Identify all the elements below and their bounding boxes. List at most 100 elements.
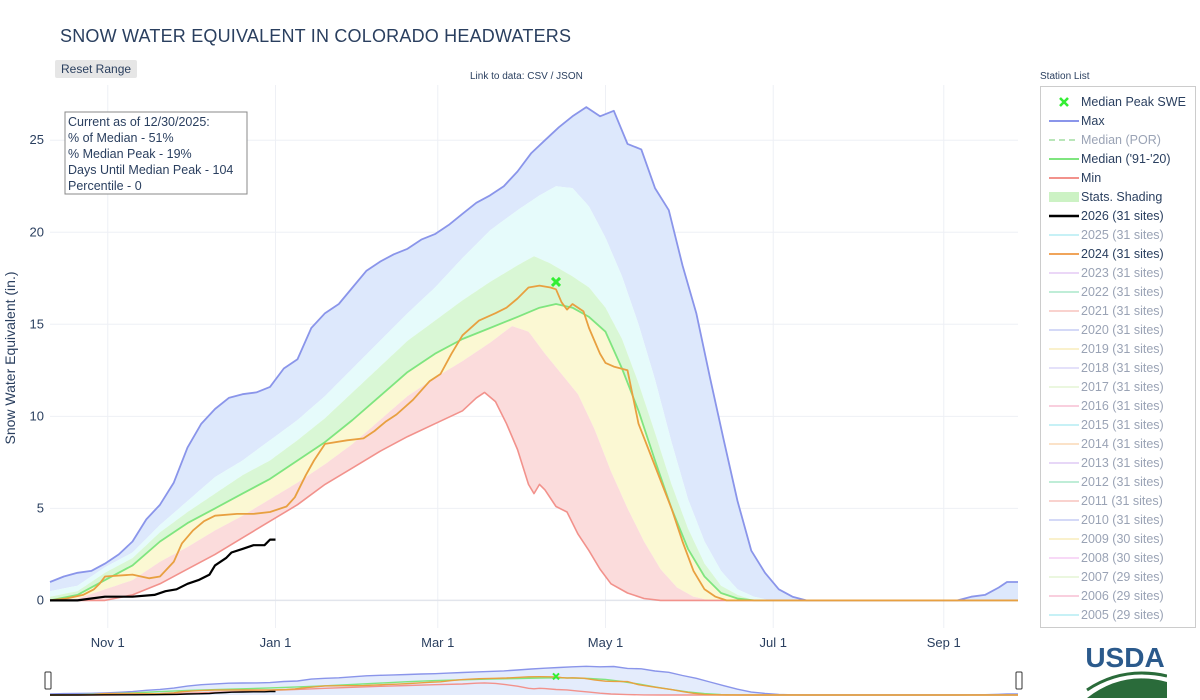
slider-series bbox=[49, 665, 1018, 696]
legend-item[interactable]: Median (POR) bbox=[1041, 131, 1195, 150]
legend-item[interactable]: 2012 (31 sites) bbox=[1041, 473, 1195, 492]
range-slider-left-handle[interactable] bbox=[44, 671, 52, 690]
legend-item[interactable]: 2010 (31 sites) bbox=[1041, 511, 1195, 530]
legend-item[interactable]: 2008 (30 sites) bbox=[1041, 549, 1195, 568]
legend-item[interactable]: 2023 (31 sites) bbox=[1041, 264, 1195, 283]
y-tick-label: 20 bbox=[30, 224, 44, 239]
series-min[interactable] bbox=[50, 391, 1018, 602]
legend-label: 2020 (31 sites) bbox=[1081, 323, 1164, 337]
legend: Median Peak SWE Max Median (POR) Median ('9… bbox=[1040, 86, 1196, 628]
x-tick-label: Jan 1 bbox=[260, 635, 292, 650]
legend-item[interactable]: 2014 (31 sites) bbox=[1041, 435, 1195, 454]
legend-item[interactable]: 2009 (30 sites) bbox=[1041, 530, 1195, 549]
legend-line-icon bbox=[1049, 291, 1079, 293]
legend-label: 2018 (31 sites) bbox=[1081, 361, 1164, 375]
legend-label: 2010 (31 sites) bbox=[1081, 513, 1164, 527]
legend-item[interactable]: Stats. Shading bbox=[1041, 188, 1195, 207]
legend-line-icon bbox=[1049, 214, 1079, 218]
legend-line-icon bbox=[1049, 158, 1079, 160]
legend-item[interactable]: 2013 (31 sites) bbox=[1041, 454, 1195, 473]
legend-label: 2019 (31 sites) bbox=[1081, 342, 1164, 356]
series-2024-31-sites-[interactable] bbox=[49, 284, 1018, 602]
legend-item[interactable]: Median Peak SWE bbox=[1041, 93, 1195, 112]
csv-link[interactable]: CSV bbox=[527, 71, 548, 82]
legend-item[interactable]: Max bbox=[1041, 112, 1195, 131]
legend-label: 2005 (29 sites) bbox=[1081, 608, 1164, 622]
legend-line-icon bbox=[1049, 234, 1079, 236]
legend-item[interactable]: 2026 (31 sites) bbox=[1041, 207, 1195, 226]
legend-label: 2015 (31 sites) bbox=[1081, 418, 1164, 432]
legend-line-icon bbox=[1049, 192, 1079, 202]
legend-item[interactable]: 2022 (31 sites) bbox=[1041, 283, 1195, 302]
band-30-to-min bbox=[50, 326, 1018, 601]
legend-line-icon bbox=[1049, 500, 1079, 502]
legend-item[interactable]: Min bbox=[1041, 169, 1195, 188]
legend-item[interactable]: 2016 (31 sites) bbox=[1041, 397, 1195, 416]
legend-label: Max bbox=[1081, 114, 1105, 128]
median-peak-marker[interactable] bbox=[550, 276, 562, 288]
legend-line-icon bbox=[1049, 120, 1079, 122]
median-peak-markers bbox=[550, 276, 562, 288]
legend-item[interactable]: 2021 (31 sites) bbox=[1041, 302, 1195, 321]
x-tick-label: Jul 1 bbox=[760, 635, 787, 650]
slider-series bbox=[49, 675, 1018, 696]
legend-label: 2021 (31 sites) bbox=[1081, 304, 1164, 318]
legend-line-icon bbox=[1049, 557, 1079, 559]
legend-title: Station List bbox=[1040, 71, 1090, 82]
legend-item[interactable]: 2018 (31 sites) bbox=[1041, 359, 1195, 378]
legend-label: 2022 (31 sites) bbox=[1081, 285, 1164, 299]
legend-label: Median Peak SWE bbox=[1081, 95, 1186, 109]
range-slider-preview bbox=[49, 665, 1018, 696]
range-slider-right-handle[interactable] bbox=[1015, 671, 1023, 690]
json-link[interactable]: JSON bbox=[556, 71, 583, 82]
legend-line-icon bbox=[1049, 253, 1079, 255]
legend-item[interactable]: 2017 (31 sites) bbox=[1041, 378, 1195, 397]
stats-shading bbox=[50, 107, 1018, 601]
legend-item[interactable]: 2020 (31 sites) bbox=[1041, 321, 1195, 340]
series-median-91-20-[interactable] bbox=[49, 303, 1018, 602]
legend-line-icon bbox=[1049, 348, 1079, 350]
legend-line-icon bbox=[1049, 443, 1079, 445]
info-line-1: Current as of 12/30/2025: bbox=[68, 115, 210, 129]
swe-chart[interactable]: 0 5 10 15 20 25 Nov 1 Jan 1 Mar 1 May 1 Jul 1 Sep … bbox=[0, 0, 1035, 700]
legend-item[interactable]: 2025 (31 sites) bbox=[1041, 226, 1195, 245]
legend-label: 2016 (31 sites) bbox=[1081, 399, 1164, 413]
legend-line-icon bbox=[1049, 481, 1079, 483]
info-box: Current as of 12/30/2025: % of Median - … bbox=[64, 111, 248, 195]
legend-item[interactable]: 2005 (29 sites) bbox=[1041, 606, 1195, 625]
legend-label: 2012 (31 sites) bbox=[1081, 475, 1164, 489]
legend-item[interactable]: 2006 (29 sites) bbox=[1041, 587, 1195, 606]
legend-item[interactable]: 2015 (31 sites) bbox=[1041, 416, 1195, 435]
legend-label: 2008 (30 sites) bbox=[1081, 551, 1164, 565]
series-2026-31-sites-[interactable] bbox=[50, 538, 276, 602]
y-tick-label: 10 bbox=[30, 408, 44, 423]
legend-item[interactable]: 2019 (31 sites) bbox=[1041, 340, 1195, 359]
legend-item[interactable]: 2011 (31 sites) bbox=[1041, 492, 1195, 511]
y-tick-label: 5 bbox=[37, 500, 44, 515]
legend-item[interactable]: Median ('91-'20) bbox=[1041, 150, 1195, 169]
legend-label: 2013 (31 sites) bbox=[1081, 456, 1164, 470]
legend-line-icon bbox=[1049, 329, 1079, 331]
info-line-2: % of Median - 51% bbox=[68, 131, 174, 145]
legend-line-icon bbox=[1049, 405, 1079, 407]
y-axis-label: Snow Water Equivalent (in.) bbox=[2, 272, 18, 445]
y-tick-label: 0 bbox=[37, 592, 44, 607]
usda-logo: USDA bbox=[1085, 642, 1167, 698]
info-line-5: Percentile - 0 bbox=[68, 179, 142, 193]
legend-label: Stats. Shading bbox=[1081, 190, 1163, 204]
legend-label: 2017 (31 sites) bbox=[1081, 380, 1164, 394]
reset-range-button[interactable]: Reset Range bbox=[55, 60, 138, 78]
link-to-data: Link to data: CSV / JSON bbox=[470, 71, 583, 82]
usda-logo-text: USDA bbox=[1085, 642, 1164, 673]
y-tick-label: 15 bbox=[30, 316, 44, 331]
legend-item[interactable]: 2024 (31 sites) bbox=[1041, 245, 1195, 264]
legend-label: 2014 (31 sites) bbox=[1081, 437, 1164, 451]
legend-label: Min bbox=[1081, 171, 1102, 185]
legend-line-icon bbox=[1049, 595, 1079, 597]
series-max[interactable] bbox=[49, 106, 1018, 602]
y-tick-label: 25 bbox=[30, 132, 44, 147]
legend-label: 2023 (31 sites) bbox=[1081, 266, 1164, 280]
legend-item[interactable]: 2007 (29 sites) bbox=[1041, 568, 1195, 587]
range-slider[interactable] bbox=[44, 665, 1023, 696]
legend-label: Median (POR) bbox=[1081, 133, 1161, 147]
